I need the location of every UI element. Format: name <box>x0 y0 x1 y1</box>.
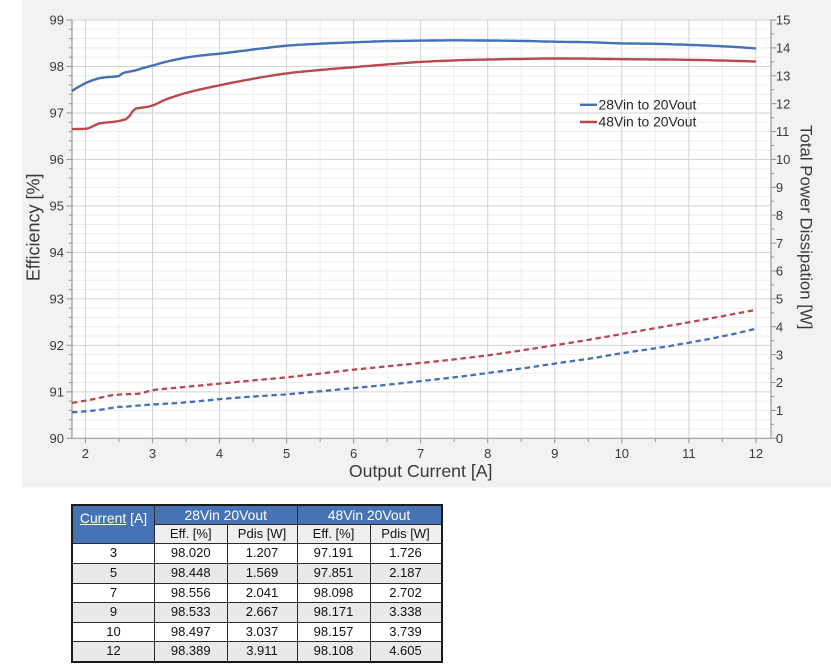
svg-text:98: 98 <box>50 59 64 74</box>
svg-text:90: 90 <box>50 431 64 446</box>
svg-text:Output Current [A]: Output Current [A] <box>349 461 493 481</box>
svg-text:5: 5 <box>283 446 290 461</box>
svg-text:4: 4 <box>216 446 223 461</box>
svg-text:9: 9 <box>551 446 558 461</box>
svg-text:8: 8 <box>484 446 491 461</box>
svg-text:15: 15 <box>776 13 790 28</box>
svg-text:2: 2 <box>776 375 783 390</box>
svg-text:14: 14 <box>776 41 790 56</box>
svg-text:12: 12 <box>776 96 790 111</box>
svg-text:28Vin to 20Vout: 28Vin to 20Vout <box>599 96 697 112</box>
svg-text:13: 13 <box>776 68 790 83</box>
svg-text:94: 94 <box>50 245 64 260</box>
svg-text:93: 93 <box>50 292 64 307</box>
svg-text:5: 5 <box>776 292 783 307</box>
svg-text:10: 10 <box>776 152 790 167</box>
svg-text:3: 3 <box>776 347 783 362</box>
svg-text:9: 9 <box>776 180 783 195</box>
svg-text:99: 99 <box>50 13 64 28</box>
svg-text:0: 0 <box>776 431 783 446</box>
svg-text:91: 91 <box>50 385 64 400</box>
svg-text:95: 95 <box>50 199 64 214</box>
svg-text:6: 6 <box>350 446 357 461</box>
svg-text:3: 3 <box>149 446 156 461</box>
svg-text:Efficiency [%]: Efficiency [%] <box>24 173 44 281</box>
svg-text:Total Power Dissipation [W]: Total Power Dissipation [W] <box>797 125 816 329</box>
svg-text:4: 4 <box>776 319 783 334</box>
svg-text:48Vin to 20Vout: 48Vin to 20Vout <box>599 114 697 130</box>
svg-text:92: 92 <box>50 338 64 353</box>
svg-text:7: 7 <box>417 446 424 461</box>
svg-text:1: 1 <box>776 403 783 418</box>
svg-text:8: 8 <box>776 208 783 223</box>
svg-text:11: 11 <box>776 124 790 139</box>
svg-text:97: 97 <box>50 106 64 121</box>
svg-text:6: 6 <box>776 264 783 279</box>
svg-text:7: 7 <box>776 236 783 251</box>
svg-text:10: 10 <box>615 446 629 461</box>
svg-text:2: 2 <box>82 446 89 461</box>
svg-text:12: 12 <box>749 446 763 461</box>
svg-text:11: 11 <box>682 446 696 461</box>
svg-text:96: 96 <box>50 152 64 167</box>
